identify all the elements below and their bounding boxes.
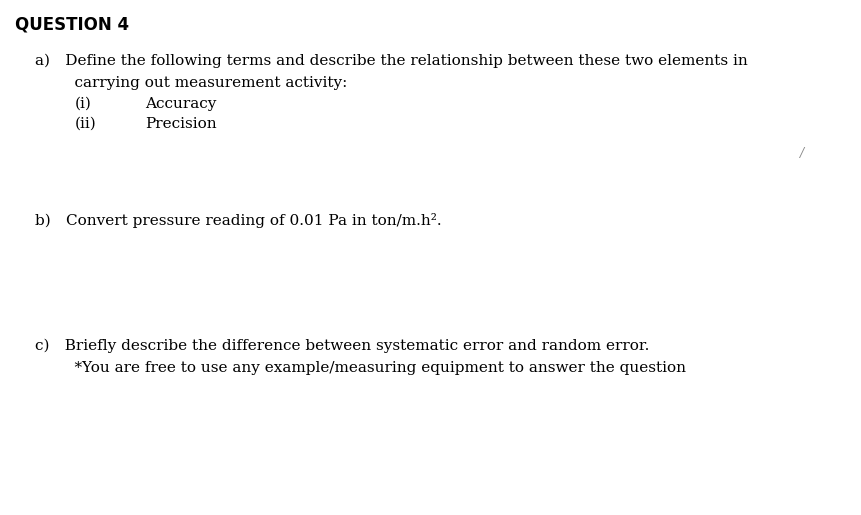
Text: /: /: [799, 147, 803, 160]
Text: Accuracy: Accuracy: [145, 97, 216, 111]
Text: *You are free to use any example/measuring equipment to answer the question: *You are free to use any example/measuri…: [55, 361, 685, 375]
Text: (i): (i): [75, 97, 92, 111]
Text: c) Briefly describe the difference between systematic error and random error.: c) Briefly describe the difference betwe…: [35, 338, 648, 353]
Text: a) Define the following terms and describe the relationship between these two el: a) Define the following terms and descri…: [35, 54, 746, 68]
Text: (ii): (ii): [75, 117, 96, 131]
Text: QUESTION 4: QUESTION 4: [15, 16, 129, 34]
Text: carrying out measurement activity:: carrying out measurement activity:: [55, 76, 347, 90]
Text: b) Convert pressure reading of 0.01 Pa in ton/m.h².: b) Convert pressure reading of 0.01 Pa i…: [35, 213, 441, 228]
Text: Precision: Precision: [145, 117, 216, 131]
